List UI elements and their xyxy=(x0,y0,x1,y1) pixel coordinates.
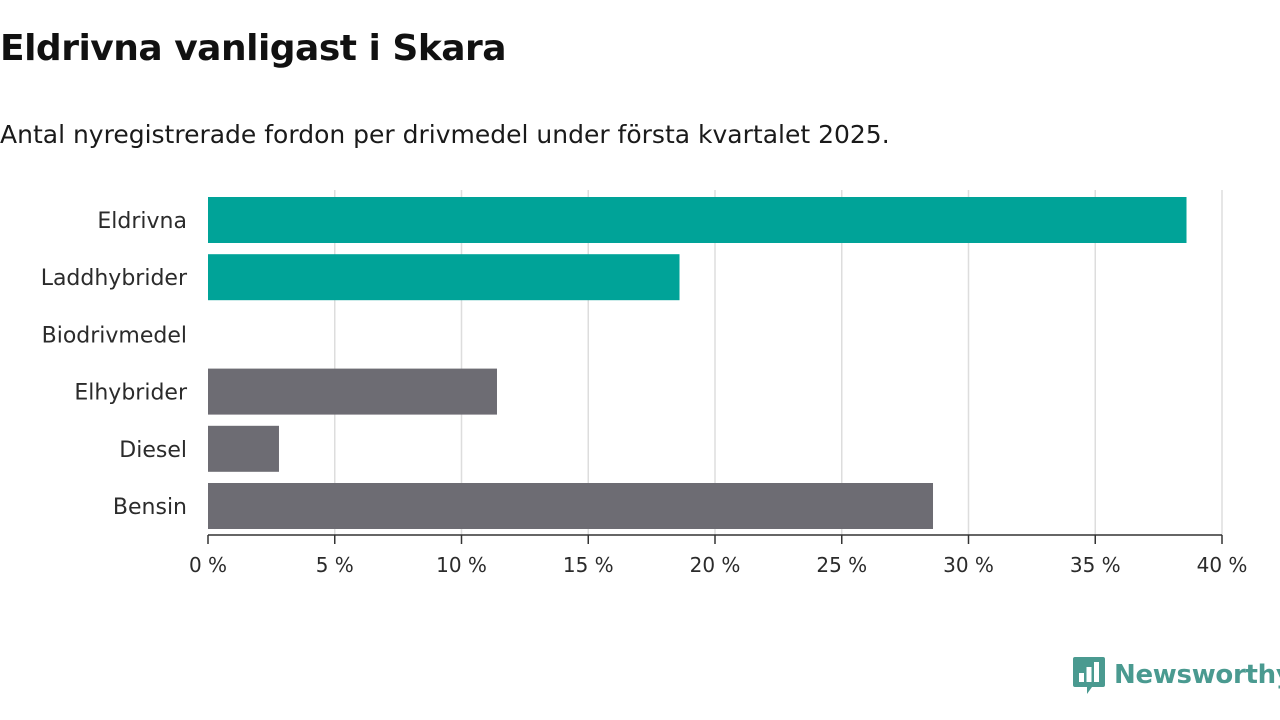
x-tick-label: 10 % xyxy=(436,553,487,577)
bar xyxy=(208,483,934,529)
bars xyxy=(208,197,1187,529)
x-tick-label: 35 % xyxy=(1070,553,1121,577)
x-tick-label: 5 % xyxy=(316,553,354,577)
category-labels: Eldrivna Laddhybrider Biodrivmedel Elhybrid… xyxy=(41,209,188,520)
bar xyxy=(208,425,279,472)
x-tick-label: 15 % xyxy=(563,553,614,577)
bar xyxy=(208,254,680,301)
brand-name: Newsworthy xyxy=(1114,660,1280,690)
gridlines xyxy=(334,190,1223,535)
category-label: Elhybrider xyxy=(74,381,188,406)
bar xyxy=(208,368,497,415)
x-tick-label: 30 % xyxy=(943,553,994,577)
x-axis: 0 % 5 % 10 % 15 % 20 % 25 % 30 % 35 % 40 % xyxy=(189,534,1248,577)
category-label: Bensin xyxy=(113,495,187,520)
category-label: Diesel xyxy=(119,438,187,463)
chart-subtitle: Antal nyregistrerade fordon per drivmede… xyxy=(0,120,890,149)
x-tick-label: 40 % xyxy=(1197,553,1248,577)
brand-logo: Newsworthy xyxy=(1072,655,1280,695)
category-label: Laddhybrider xyxy=(41,266,188,291)
bar xyxy=(208,197,1187,243)
newsworthy-logo-icon xyxy=(1073,657,1105,694)
x-tick-label: 20 % xyxy=(690,553,741,577)
category-label: Biodrivmedel xyxy=(42,323,187,348)
x-tick-label: 25 % xyxy=(816,553,867,577)
chart-title: Eldrivna vanligast i Skara xyxy=(0,28,507,69)
x-tick-label: 0 % xyxy=(189,553,227,577)
category-label: Eldrivna xyxy=(97,209,187,234)
